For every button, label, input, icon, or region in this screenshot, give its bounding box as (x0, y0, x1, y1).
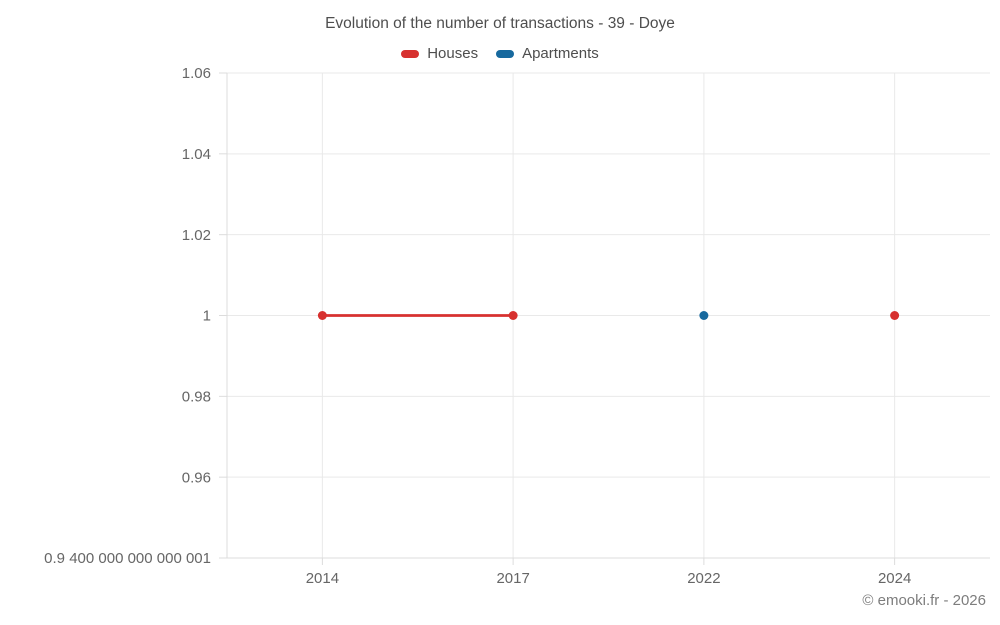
data-point-houses (890, 311, 900, 320)
x-axis-tick-label: 2022 (687, 570, 720, 587)
y-axis-tick-label: 0.98 (182, 389, 211, 406)
y-axis-tick-label: 1.02 (182, 227, 211, 244)
legend: Houses Apartments (0, 45, 1000, 62)
legend-label-apartments: Apartments (522, 45, 599, 62)
legend-item-houses[interactable]: Houses (401, 45, 478, 62)
y-axis-tick-label: 1 (203, 308, 211, 325)
houses-swatch-icon (401, 49, 420, 58)
data-point-houses (508, 311, 518, 320)
y-axis-tick-label: 1.04 (182, 146, 211, 163)
apartments-swatch-icon (496, 49, 515, 58)
y-axis-tick-label: 0.96 (182, 469, 211, 486)
legend-label-houses: Houses (427, 45, 479, 62)
data-point-apartments (699, 311, 709, 320)
x-axis-tick-label: 2017 (496, 570, 529, 587)
x-axis-tick-label: 2014 (306, 570, 339, 587)
chart-title: Evolution of the number of transactions … (325, 15, 675, 32)
copyright-text: © emooki.fr - 2026 (862, 592, 986, 609)
x-axis-tick-label: 2024 (878, 570, 911, 587)
y-axis-tick-label: 0.9 400 000 000 000 001 (44, 550, 211, 567)
y-axis-tick-label: 1.06 (182, 65, 211, 82)
legend-item-apartments[interactable]: Apartments (496, 45, 599, 62)
data-point-houses (317, 311, 327, 320)
